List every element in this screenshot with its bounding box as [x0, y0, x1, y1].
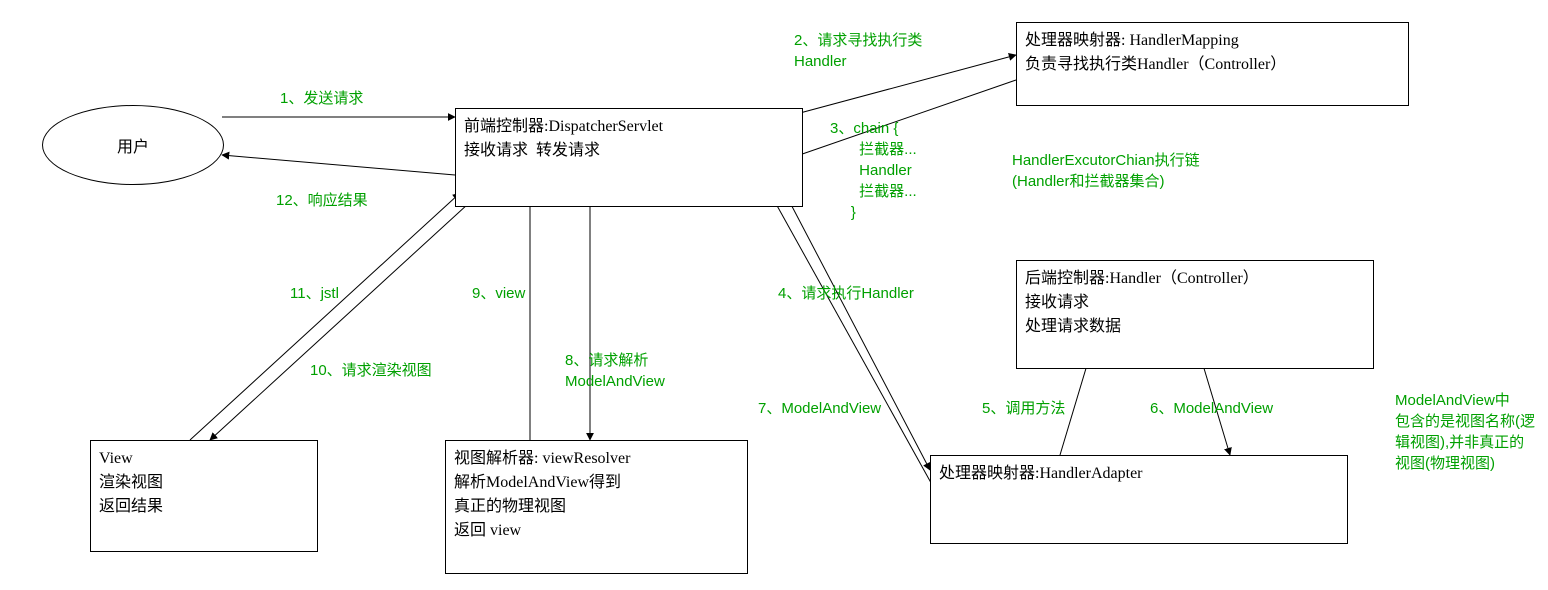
label-8: 8、请求解析 ModelAndView [565, 350, 665, 392]
label-2: 2、请求寻找执行类 Handler [794, 30, 922, 72]
node-resolver: 视图解析器: viewResolver 解析ModelAndView得到 真正的… [445, 440, 748, 574]
label-11: 11、jstl [290, 283, 339, 304]
node-user: 用户 [42, 105, 224, 185]
label-3: 3、chain { 拦截器... Handler 拦截器... } [830, 118, 917, 223]
label-6b: ModelAndView中 包含的是视图名称(逻 辑视图),并非真正的 视图(物… [1395, 390, 1535, 474]
node-view: View 渲染视图 返回结果 [90, 440, 318, 552]
node-mapping: 处理器映射器: HandlerMapping 负责寻找执行类Handler（Co… [1016, 22, 1409, 106]
node-adapter: 处理器映射器:HandlerAdapter [930, 455, 1348, 544]
label-7: 7、ModelAndView [758, 398, 881, 419]
label-4: 4、请求执行Handler [778, 283, 914, 304]
label-3b: HandlerExcutorChian执行链 (Handler和拦截器集合) [1012, 150, 1200, 192]
label-9: 9、view [472, 283, 525, 304]
label-5: 5、调用方法 [982, 398, 1065, 419]
node-user-text: 用户 [117, 133, 149, 157]
label-6: 6、ModelAndView [1150, 398, 1273, 419]
label-12: 12、响应结果 [276, 190, 368, 211]
node-handler: 后端控制器:Handler（Controller） 接收请求 处理请求数据 [1016, 260, 1374, 369]
label-10: 10、请求渲染视图 [310, 360, 432, 381]
label-1: 1、发送请求 [280, 88, 363, 109]
diagram-canvas: { "nodes": { "user": {"text": "用户", "x":… [0, 0, 1548, 590]
node-dispatcher: 前端控制器:DispatcherServlet 接收请求 转发请求 [455, 108, 803, 207]
